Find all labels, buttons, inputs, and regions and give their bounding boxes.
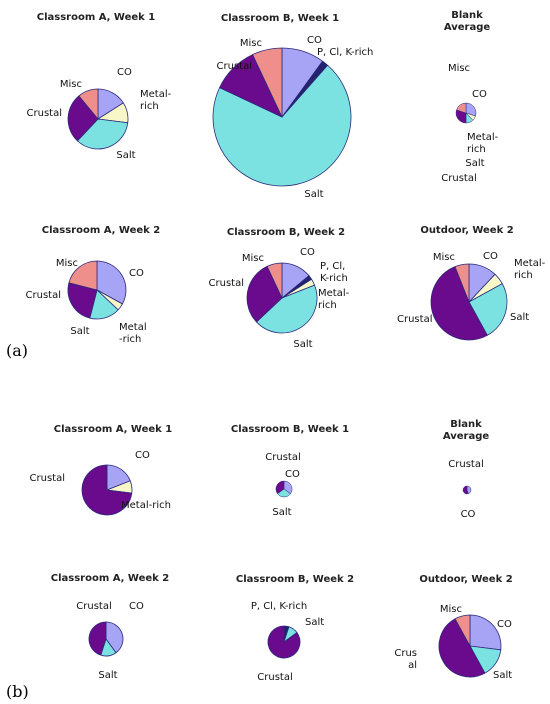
slice-label: Metal-rich <box>467 132 499 155</box>
chart-title: Blank Average <box>443 419 490 442</box>
pie-chart-4 <box>67 260 127 320</box>
pie-slice-salt <box>468 283 508 336</box>
slice-label: Misc <box>60 79 82 90</box>
pie-chart-11 <box>267 625 301 659</box>
pie-slice-misc <box>266 262 283 299</box>
pie-chart-6 <box>430 263 508 341</box>
chart-title: Classroom B, Week 1 <box>231 424 349 435</box>
pie-slice-misc <box>456 102 467 114</box>
pie-slice-crustal <box>275 480 285 495</box>
slice-label: Misc <box>440 604 462 615</box>
slice-label: CO <box>483 251 498 262</box>
pie-chart-12 <box>438 614 502 678</box>
slice-label: Salt <box>70 326 89 337</box>
slice-label: Misc <box>56 258 78 269</box>
chart-title: Outdoor, Week 2 <box>419 574 512 585</box>
slice-label: Misc <box>240 38 262 49</box>
slice-label: Salt <box>304 189 323 200</box>
pie-chart-1 <box>67 88 129 150</box>
slice-label: Salt <box>98 670 117 681</box>
slice-label: Crustal <box>30 473 65 484</box>
slice-label: Salt <box>510 312 529 323</box>
slice-label: Salt <box>493 670 512 681</box>
pie-slice-crustal <box>67 95 99 142</box>
pie-chart-10 <box>88 621 124 657</box>
pie-slice-co <box>105 621 124 654</box>
slice-label: Salt <box>272 507 291 518</box>
slice-label: Crustal <box>397 314 432 325</box>
slice-label: CO <box>497 619 512 630</box>
slice-label: Metal-rich <box>140 89 172 112</box>
chart-title: Classroom A, Week 2 <box>42 225 161 236</box>
slice-label: Crustal <box>26 290 61 301</box>
chart-title: Classroom A, Week 2 <box>51 573 170 584</box>
chart-title: Classroom B, Week 1 <box>221 13 339 24</box>
slice-label: Metal-rich <box>121 500 171 511</box>
slice-label: Crustal <box>441 173 476 184</box>
slice-label: P, Cl, K-rich <box>320 261 348 284</box>
pie-slice-salt <box>255 284 318 334</box>
slice-label: Misc <box>433 252 455 263</box>
slice-label: P, Cl, K-rich <box>251 601 307 612</box>
slice-label: Crustal <box>257 672 292 683</box>
pie-slice-misc <box>78 88 99 121</box>
slice-label: Crustal <box>27 108 62 119</box>
pie-slice-crustal <box>88 621 107 656</box>
pie-chart-5 <box>246 262 318 334</box>
slice-label: Metal-rich <box>514 258 546 281</box>
pie-slice-misc <box>454 614 471 647</box>
pie-slice-crustal <box>267 625 301 659</box>
chart-title: Classroom B, Week 2 <box>236 574 354 585</box>
pie-slice-misc <box>252 47 283 118</box>
pie-slice-misc <box>454 263 470 303</box>
chart-title: Blank Average <box>444 10 491 33</box>
slice-label: Salt <box>116 150 135 161</box>
panel-label-a: (a) <box>6 341 28 360</box>
chart-title: Classroom A, Week 1 <box>37 12 156 23</box>
slice-label: Crus al <box>394 648 417 671</box>
slice-label: Salt <box>305 617 324 628</box>
slice-label: CO <box>461 509 476 520</box>
pie-chart-9 <box>462 485 472 495</box>
pie-slice-crustal <box>462 485 469 495</box>
pie-slice-crustal <box>81 464 133 516</box>
slice-label: Salt <box>293 339 312 350</box>
slice-label: Crustal <box>217 61 252 72</box>
slice-label: Metal-rich <box>318 288 350 311</box>
slice-label: CO <box>129 601 144 612</box>
panel-label-b: (b) <box>6 682 29 701</box>
slice-label: CO <box>135 450 150 461</box>
pie-slice-crustal <box>67 282 98 319</box>
slice-label: Salt <box>465 158 484 169</box>
pie-chart-7 <box>81 464 133 516</box>
slice-label: CO <box>285 469 300 480</box>
pie-slice-co <box>469 614 502 651</box>
pie-slice-crustal <box>430 266 488 341</box>
slice-label: CO <box>300 247 315 258</box>
slice-label: Misc <box>448 63 470 74</box>
pie-chart-3 <box>455 102 477 124</box>
slice-label: CO <box>472 89 487 100</box>
pie-slice-salt <box>76 118 129 150</box>
slice-label: Crustal <box>448 459 483 470</box>
slice-label: CO <box>129 268 144 279</box>
slice-label: CO <box>117 67 132 78</box>
slice-label: P, Cl, K-rich <box>317 47 373 58</box>
slice-label: CO <box>307 35 322 46</box>
pie-chart-8 <box>275 480 293 498</box>
slice-label: Misc <box>242 253 264 264</box>
pie-slice-salt <box>212 64 352 187</box>
slice-label: Crustal <box>265 452 300 463</box>
chart-title: Classroom A, Week 1 <box>54 424 173 435</box>
pie-chart-2 <box>212 47 352 187</box>
pie-slice-co <box>96 260 127 305</box>
slice-label: Crustal <box>76 601 111 612</box>
chart-title: Classroom B, Week 2 <box>227 227 345 238</box>
pie-slice-misc <box>68 260 98 291</box>
pie-slice-crustal <box>438 618 486 678</box>
slice-label: Crustal <box>209 278 244 289</box>
slice-label: Metal-rich <box>119 322 147 345</box>
chart-title: Outdoor, Week 2 <box>420 225 513 236</box>
